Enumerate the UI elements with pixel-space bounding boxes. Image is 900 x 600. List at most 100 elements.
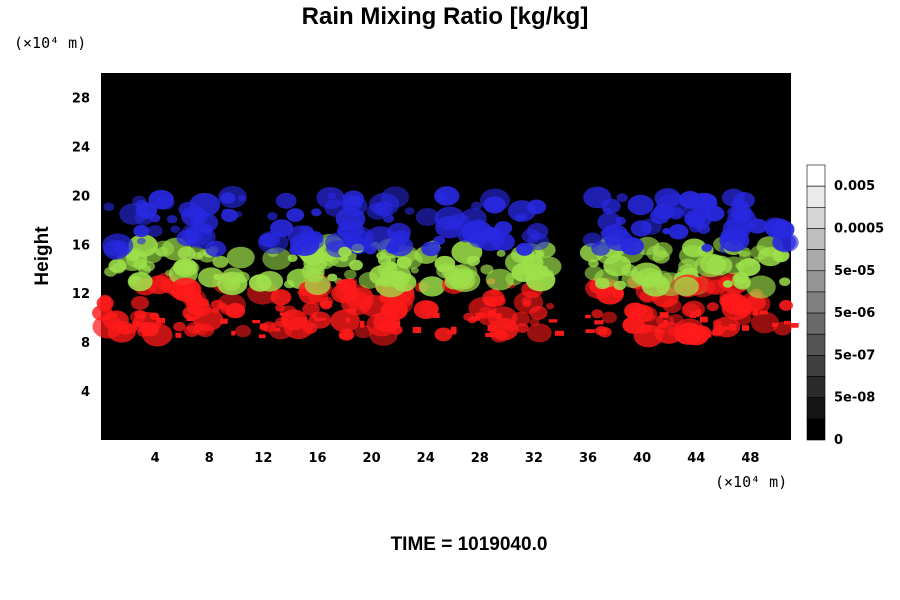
chart-title: Rain Mixing Ratio [kg/kg] xyxy=(302,3,589,30)
precip-cell xyxy=(314,317,322,322)
precip-blob xyxy=(133,224,150,238)
precip-blob xyxy=(199,223,214,235)
precip-cell xyxy=(659,312,669,318)
precip-blob xyxy=(507,200,537,222)
precip-cell xyxy=(412,327,422,333)
precip-blob xyxy=(260,232,281,248)
precip-blob xyxy=(673,276,699,297)
precip-blob xyxy=(582,232,603,248)
precip-cell xyxy=(712,330,723,335)
precip-blob xyxy=(511,262,537,283)
precip-blob xyxy=(342,190,365,208)
plot-area xyxy=(92,73,799,440)
colorbar-label: 0.0005 xyxy=(834,221,884,236)
precip-blob xyxy=(213,273,222,280)
precip-blob xyxy=(142,323,173,347)
precip-cell xyxy=(495,313,502,319)
colorbar-label: 5e-05 xyxy=(834,264,875,279)
colorbar-label: 0 xyxy=(834,433,843,448)
precip-blob xyxy=(149,213,161,223)
x-tick-label: 48 xyxy=(741,451,759,466)
precip-cell xyxy=(487,324,497,332)
precip-blob xyxy=(704,205,725,222)
precip-blob xyxy=(352,210,362,218)
precip-blob xyxy=(137,237,146,245)
precip-blob xyxy=(283,316,314,340)
precip-cell xyxy=(279,312,288,316)
precip-blob xyxy=(135,202,158,219)
precip-blob xyxy=(96,296,114,310)
y-tick-label: 20 xyxy=(72,189,90,204)
colorbar-level xyxy=(806,333,826,356)
precip-blob xyxy=(225,303,246,319)
y-tick-label: 8 xyxy=(81,336,90,351)
precip-cell xyxy=(585,329,595,333)
precip-blob xyxy=(287,254,298,262)
precip-cell xyxy=(231,330,236,336)
precip-cell xyxy=(728,323,737,331)
x-tick-label: 32 xyxy=(525,451,543,466)
precip-blob xyxy=(375,273,407,298)
precip-blob xyxy=(601,198,621,214)
precip-blob xyxy=(297,289,306,296)
colorbar-level xyxy=(806,397,826,420)
precip-blob xyxy=(722,280,733,288)
precip-blob xyxy=(719,228,750,252)
precip-cell xyxy=(707,332,712,338)
precip-cell xyxy=(347,308,357,313)
precip-blob xyxy=(226,246,255,269)
precip-blob xyxy=(166,215,178,224)
precip-blob xyxy=(385,255,396,264)
precip-blob xyxy=(173,321,186,332)
precip-cell xyxy=(123,330,128,335)
precip-cell xyxy=(432,312,440,318)
precip-blob xyxy=(605,229,633,251)
precip-blob xyxy=(451,271,476,290)
precip-blob xyxy=(694,253,726,278)
precip-blob xyxy=(222,208,231,215)
precip-blob xyxy=(662,298,682,314)
precip-blob xyxy=(275,192,297,209)
precip-cell xyxy=(345,317,351,323)
precip-blob xyxy=(376,251,387,260)
x-unit-label: (×10⁴ m) xyxy=(715,473,787,491)
precip-cell xyxy=(185,314,191,318)
precip-blob xyxy=(336,227,348,236)
precip-blob xyxy=(730,198,745,210)
precip-blob xyxy=(385,243,399,254)
precip-blob xyxy=(745,257,756,267)
y-tick-label: 12 xyxy=(72,287,90,302)
precip-blob xyxy=(747,218,768,234)
precip-cell xyxy=(496,329,506,335)
colorbar-level xyxy=(806,185,826,208)
precip-blob xyxy=(170,225,181,234)
precip-blob xyxy=(482,228,501,243)
precip-cell xyxy=(450,326,457,333)
precip-cell xyxy=(585,314,591,319)
precip-blob xyxy=(134,309,147,320)
precip-blob xyxy=(348,259,363,271)
precip-blob xyxy=(410,267,419,274)
precip-cell xyxy=(109,312,117,318)
precip-blob xyxy=(662,227,671,235)
precip-blob xyxy=(413,300,439,320)
precip-blob xyxy=(256,271,284,292)
precip-blob xyxy=(103,240,129,260)
precip-blob xyxy=(526,223,549,240)
precip-blob xyxy=(381,300,408,321)
colorbar-level xyxy=(806,207,826,229)
precip-cell xyxy=(258,334,266,339)
precip-cell xyxy=(488,310,496,318)
y-axis-label: Height xyxy=(32,226,53,286)
precip-blob xyxy=(701,243,713,252)
precip-cell xyxy=(175,332,182,338)
precipitation-field xyxy=(92,186,799,348)
precip-blob xyxy=(156,195,175,210)
precip-blob xyxy=(415,208,440,226)
precip-blob xyxy=(594,268,619,288)
precip-cell xyxy=(281,318,289,324)
precip-blob xyxy=(433,235,446,245)
precip-blob xyxy=(103,202,115,212)
precip-blob xyxy=(750,311,779,334)
precip-cell xyxy=(186,316,195,322)
